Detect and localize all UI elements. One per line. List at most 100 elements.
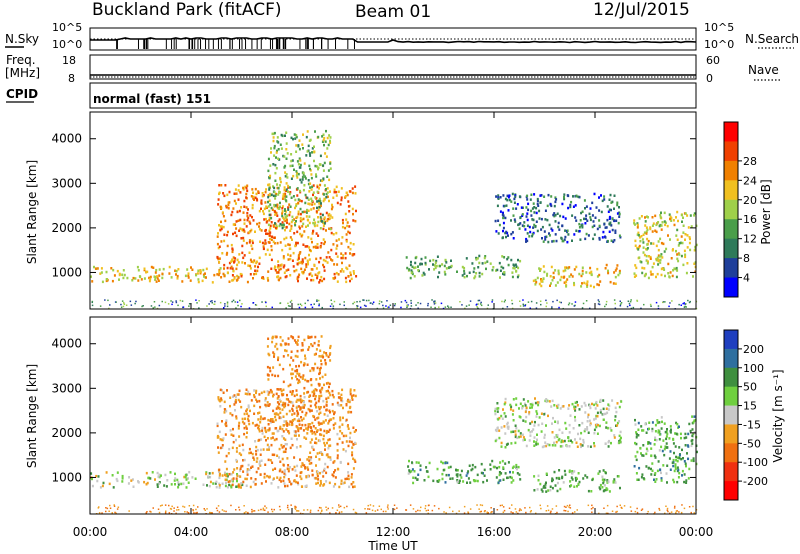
echo-cell bbox=[309, 154, 312, 157]
echo-cell bbox=[570, 476, 573, 479]
echo-cell bbox=[334, 482, 337, 486]
echo-cell bbox=[249, 222, 252, 225]
echo-cell bbox=[290, 423, 293, 427]
echo-cell bbox=[267, 352, 270, 356]
echo-cell bbox=[688, 467, 691, 471]
echo-cell bbox=[543, 230, 546, 233]
echo-cell bbox=[300, 349, 303, 352]
echo-cell bbox=[319, 471, 321, 475]
echo-cell bbox=[541, 422, 544, 425]
echo-cell bbox=[275, 392, 278, 396]
echo-cell bbox=[544, 218, 547, 221]
echo-cell bbox=[306, 466, 309, 469]
echo-cell bbox=[181, 300, 184, 302]
echo-cell bbox=[216, 242, 219, 246]
echo-cell bbox=[348, 231, 351, 235]
echo-cell bbox=[407, 465, 410, 468]
echo-cell bbox=[610, 208, 612, 212]
echo-cell bbox=[334, 476, 337, 479]
echo-cell bbox=[560, 440, 563, 444]
echo-cell bbox=[348, 485, 351, 489]
echo-cell bbox=[586, 420, 589, 423]
echo-cell bbox=[598, 209, 601, 212]
echo-cell bbox=[260, 229, 263, 232]
echo-cell bbox=[278, 416, 281, 420]
echo-cell bbox=[187, 274, 190, 277]
echo-cell bbox=[532, 202, 535, 205]
echo-cell bbox=[523, 221, 526, 224]
echo-cell bbox=[232, 477, 235, 480]
echo-cell bbox=[243, 230, 246, 233]
echo-cell bbox=[184, 274, 187, 278]
colorbar-swatch bbox=[724, 462, 738, 482]
echo-cell bbox=[219, 388, 222, 392]
echo-cell bbox=[608, 198, 611, 201]
echo-cell bbox=[515, 265, 518, 268]
echo-cell bbox=[604, 226, 607, 229]
echo-cell bbox=[680, 304, 682, 306]
echo-cell bbox=[288, 203, 291, 206]
echo-cell bbox=[216, 422, 219, 425]
echo-cell bbox=[511, 307, 514, 310]
echo-cell bbox=[325, 509, 328, 511]
echo-cell bbox=[389, 304, 392, 306]
echo-cell bbox=[286, 218, 288, 222]
echo-cell bbox=[217, 203, 220, 206]
echo-cell bbox=[140, 278, 143, 281]
echo-cell bbox=[354, 185, 357, 188]
echo-cell bbox=[644, 422, 647, 426]
echo-cell bbox=[478, 254, 481, 258]
echo-cell bbox=[264, 229, 267, 232]
echo-cell bbox=[519, 416, 522, 419]
echo-cell bbox=[260, 482, 263, 485]
echo-cell bbox=[544, 238, 547, 241]
echo-cell bbox=[316, 300, 318, 302]
echo-cell bbox=[285, 199, 288, 202]
echo-cell bbox=[266, 373, 269, 376]
echo-cell bbox=[412, 508, 415, 510]
echo-cell bbox=[301, 210, 304, 214]
echo-cell bbox=[341, 423, 344, 426]
echo-cell bbox=[513, 267, 516, 270]
echo-cell bbox=[683, 306, 686, 308]
echo-cell bbox=[323, 269, 326, 272]
echo-cell bbox=[517, 223, 520, 227]
echo-cell bbox=[145, 483, 148, 486]
echo-cell bbox=[218, 268, 221, 272]
echo-cell bbox=[346, 505, 348, 508]
echo-cell bbox=[327, 389, 329, 393]
echo-cell bbox=[288, 186, 291, 189]
echo-cell bbox=[540, 228, 543, 231]
echo-cell bbox=[539, 504, 541, 507]
echo-cell bbox=[299, 394, 302, 398]
echo-cell bbox=[651, 216, 654, 219]
echo-cell bbox=[131, 279, 134, 282]
echo-cell bbox=[678, 446, 681, 449]
echo-cell bbox=[257, 418, 260, 421]
echo-cell bbox=[217, 198, 220, 201]
echo-cell bbox=[682, 263, 685, 267]
echo-cell bbox=[647, 467, 650, 470]
echo-cell bbox=[258, 262, 261, 265]
echo-cell bbox=[382, 510, 385, 513]
echo-cell bbox=[223, 408, 226, 411]
echo-cell bbox=[257, 467, 260, 470]
echo-cell bbox=[347, 427, 350, 430]
echo-cell bbox=[325, 129, 327, 133]
echo-cell bbox=[315, 173, 317, 176]
echo-cell bbox=[506, 306, 509, 308]
echo-cell bbox=[308, 462, 311, 465]
echo-cell bbox=[240, 275, 243, 278]
echo-cell bbox=[382, 304, 384, 307]
echo-cell bbox=[218, 486, 221, 489]
echo-cell bbox=[213, 273, 216, 277]
echo-cell bbox=[545, 490, 548, 493]
echo-cell bbox=[465, 257, 468, 260]
echo-cell bbox=[598, 424, 601, 428]
echo-cell bbox=[221, 420, 223, 423]
echo-cell bbox=[283, 237, 286, 241]
echo-cell bbox=[224, 423, 227, 426]
echo-cell bbox=[158, 274, 161, 277]
echo-cell bbox=[687, 299, 689, 302]
echo-cell bbox=[272, 136, 275, 139]
